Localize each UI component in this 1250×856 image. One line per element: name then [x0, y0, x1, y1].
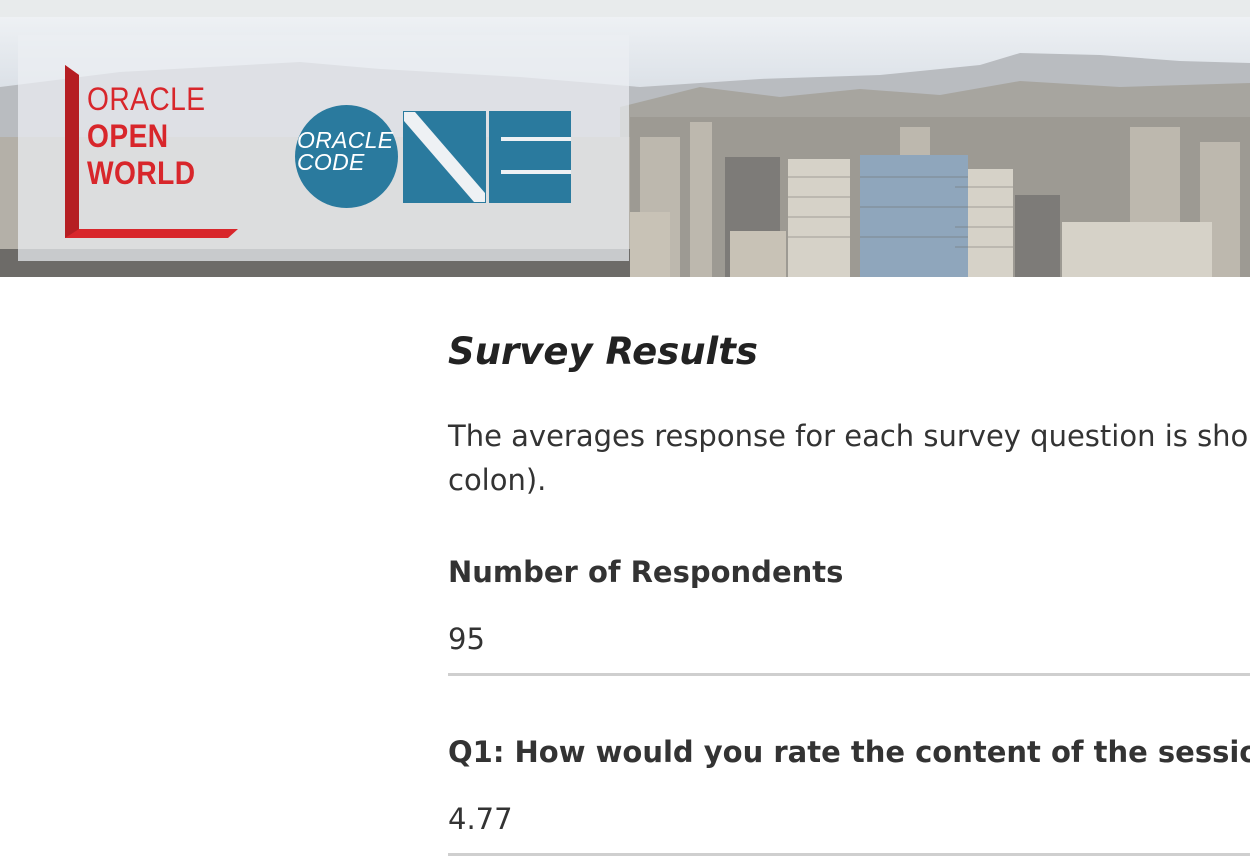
logo-text-world: WORLD — [87, 155, 205, 192]
respondents-field: Number of Respondents 95 — [448, 552, 1250, 676]
browser-top-strip — [0, 0, 1250, 17]
field-divider — [448, 673, 1250, 676]
conference-banner: ORACLE OPEN WORLD ORACLE CODE — [0, 17, 1250, 277]
page-title: Survey Results — [448, 328, 758, 376]
logo-text-open: OPEN — [87, 118, 205, 155]
intro-paragraph: The averages response for each survey qu… — [448, 414, 1250, 502]
oracle-code-logo: ORACLE CODE — [297, 129, 397, 173]
field-label: Q1: How would you rate the content of th… — [448, 732, 1250, 772]
logo-text-oracle-code-2: CODE — [297, 151, 397, 173]
field-label: Number of Respondents — [448, 552, 1250, 592]
logo-text-oracle-code-1: ORACLE — [297, 129, 397, 151]
logo-text-oracle: ORACLE — [87, 81, 205, 118]
field-value: 95 — [448, 619, 1250, 659]
field-value: 4.77 — [448, 799, 1250, 839]
question-1-field: Q1: How would you rate the content of th… — [448, 732, 1250, 856]
oracle-open-world-logo: ORACLE OPEN WORLD — [87, 81, 205, 192]
oracle-code-one-mark-icon — [401, 109, 573, 205]
